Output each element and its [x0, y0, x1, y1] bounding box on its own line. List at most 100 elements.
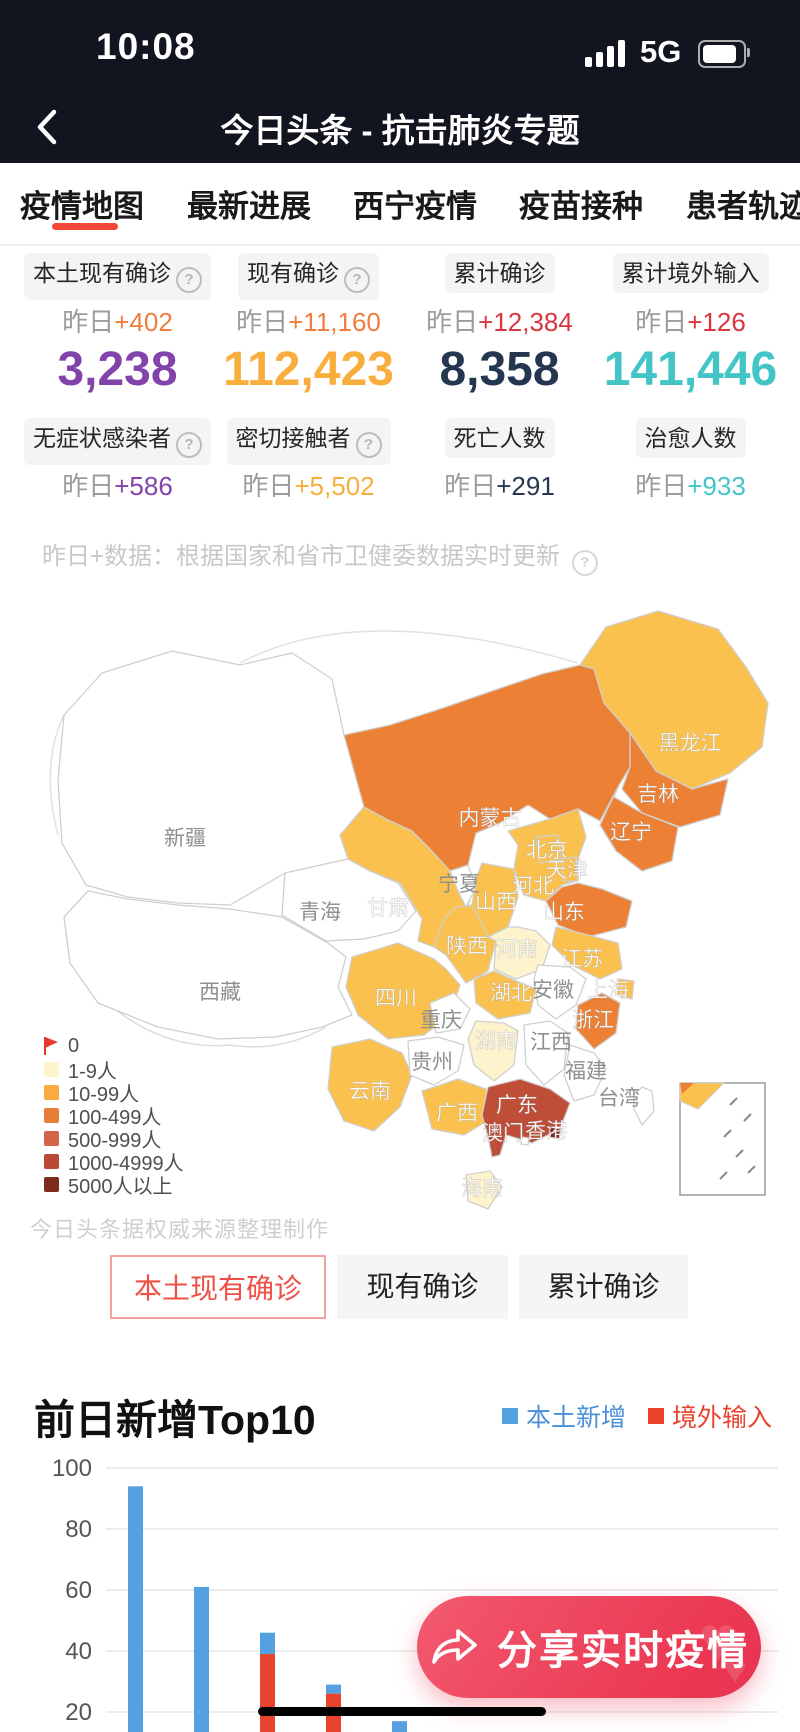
stat-value-cured: 141,446 [603, 343, 778, 396]
bar-segment [128, 1486, 143, 1732]
province-label-hainan: 海南 [461, 1177, 503, 1200]
province-shaanxi[interactable] [433, 904, 497, 984]
legend-label: 100-499人 [68, 1106, 162, 1129]
stats-top-labels: 本土现有确诊? 现有确诊? 累计确诊 累计境外输入 [22, 253, 786, 300]
battery-icon [698, 40, 750, 68]
filter-active-cases[interactable]: 现有确诊 [337, 1255, 508, 1319]
tab-latest-news[interactable]: 最新进展 [187, 189, 311, 224]
china-epidemic-map: 新疆 西藏 青海 甘肃 内蒙古 黑龙江 吉林 辽宁 河北 山西 山东 陕西 河南 江苏 安徽 湖北 四川 云南 贵州… [30, 575, 770, 1215]
help-icon[interactable]: ? [571, 550, 598, 576]
province-label-guangxi: 广西 [436, 1102, 478, 1125]
help-icon[interactable]: ? [176, 267, 202, 293]
province-label-shanxi: 山西 [475, 891, 517, 914]
province-yunnan[interactable] [327, 1038, 413, 1132]
stat-change: 昨日+126 [635, 307, 746, 337]
province-liaoning[interactable] [599, 786, 679, 872]
legend-label: 1000-4999人 [68, 1152, 184, 1175]
map-legend: 0 1-9人 10-99人 100-499人 500-999人 1000-4999人 500… [44, 1035, 184, 1198]
province-chongqing[interactable] [429, 992, 471, 1034]
province-taiwan[interactable] [633, 1086, 655, 1126]
help-icon[interactable]: ? [176, 432, 202, 458]
legend-label: 5000人以上 [68, 1175, 173, 1198]
legend-swatch-imported [647, 1408, 664, 1424]
province-henan[interactable] [487, 926, 551, 980]
province-label-taiwan: 台湾 [598, 1087, 640, 1110]
province-jiangsu[interactable] [551, 926, 623, 980]
map-legend-item: 1000-4999人 [44, 1150, 184, 1175]
province-hunan[interactable] [467, 1020, 519, 1082]
province-guizhou[interactable] [407, 1036, 465, 1086]
filter-cumulative-cases[interactable]: 累计确诊 [519, 1255, 688, 1319]
stat-label: 累计境外输入 [612, 253, 769, 293]
province-tibet[interactable] [63, 890, 353, 1040]
tab-epidemic-map[interactable]: 疫情地图 [20, 189, 144, 224]
page-title: 今日头条 - 抗击肺炎专题 [220, 112, 580, 149]
map-legend-item: 1-9人 [44, 1058, 184, 1083]
stats-bottom-labels: 无症状感染者? 密切接触者? 死亡人数 治愈人数 [22, 418, 786, 465]
legend-swatch-local [501, 1408, 518, 1424]
help-icon[interactable]: ? [355, 432, 382, 458]
stat-change: 昨日+933 [635, 471, 746, 501]
province-jiangxi[interactable] [523, 1020, 569, 1086]
legend-label: 1-9人 [68, 1060, 117, 1083]
chevron-left-icon [37, 109, 57, 145]
province-zhejiang[interactable] [575, 992, 621, 1050]
province-hubei[interactable] [473, 970, 537, 1020]
province-label-sichuan: 四川 [375, 987, 417, 1010]
province-hongkong[interactable] [548, 1126, 562, 1140]
clock: 10:08 [96, 26, 196, 67]
map-legend-item: 5000人以上 [44, 1173, 184, 1198]
province-hainan[interactable] [465, 1170, 503, 1210]
legend-swatch [44, 1107, 59, 1123]
chart-legend: 本土新增 境外输入 [480, 1398, 772, 1434]
province-label-hongkong: 香港 [525, 1120, 567, 1143]
stat-label: 治愈人数 [635, 418, 746, 458]
legend-swatch [44, 1130, 59, 1146]
province-guangdong[interactable] [481, 1078, 571, 1158]
stat-change: 昨日+12,384 [426, 307, 573, 337]
share-button[interactable]: 分享实时疫情 ♥ ♥ [417, 1596, 761, 1698]
help-icon[interactable]: ? [344, 267, 370, 293]
back-button[interactable] [28, 104, 68, 150]
province-label-hunan: 湖南 [475, 1030, 517, 1053]
province-label-guizhou: 贵州 [411, 1051, 453, 1074]
tab-xining[interactable]: 西宁疫情 [353, 189, 477, 224]
province-shanghai[interactable] [615, 978, 635, 1000]
province-label-qinghai: 青海 [299, 901, 341, 924]
province-ningxia[interactable] [449, 864, 477, 908]
stat-label: 无症状感染者? [24, 418, 211, 465]
stats-bottom-changes: 昨日+586 昨日+5,502 昨日+291 昨日+933 [22, 466, 786, 503]
legend-swatch [44, 1153, 59, 1169]
province-label-xinjiang: 新疆 [164, 827, 206, 850]
province-label-macau: 澳门 [482, 1122, 524, 1145]
province-label-ningxia: 宁夏 [438, 873, 480, 896]
tab-vaccination[interactable]: 疫苗接种 [519, 189, 643, 224]
bar-segment [326, 1684, 341, 1694]
province-label-jiangxi: 江西 [530, 1031, 572, 1054]
province-anhui[interactable] [533, 964, 587, 1020]
bar-segment [260, 1632, 275, 1655]
stat-label: 本土现有确诊? [24, 253, 211, 300]
legend-label: 500-999人 [68, 1129, 162, 1152]
province-tianjin[interactable] [561, 856, 579, 882]
legend-label-imported: 境外输入 [671, 1404, 772, 1432]
home-indicator[interactable] [258, 1707, 546, 1716]
province-neimenggu[interactable] [343, 664, 631, 872]
province-label-yunnan: 云南 [349, 1080, 391, 1103]
province-label-tianjin: 天津 [546, 859, 588, 882]
map-legend-item: 100-499人 [44, 1104, 184, 1129]
signal-strength-icon [585, 40, 635, 67]
province-label-jilin: 吉林 [637, 783, 679, 806]
province-label-guangdong: 广东 [496, 1094, 538, 1117]
province-fujian[interactable] [563, 1044, 607, 1102]
province-shandong[interactable] [545, 882, 633, 938]
filter-local-active-cases[interactable]: 本土现有确诊 [110, 1255, 326, 1319]
province-heilongjiang[interactable] [579, 610, 769, 790]
tab-patient-tracks[interactable]: 患者轨迹 [686, 189, 800, 224]
stat-change: 昨日+5,502 [242, 471, 375, 501]
legend-swatch [44, 1084, 59, 1100]
stats-values: 3,238 112,423 8,358 141,446 [22, 342, 786, 397]
province-macau[interactable] [520, 1136, 530, 1146]
